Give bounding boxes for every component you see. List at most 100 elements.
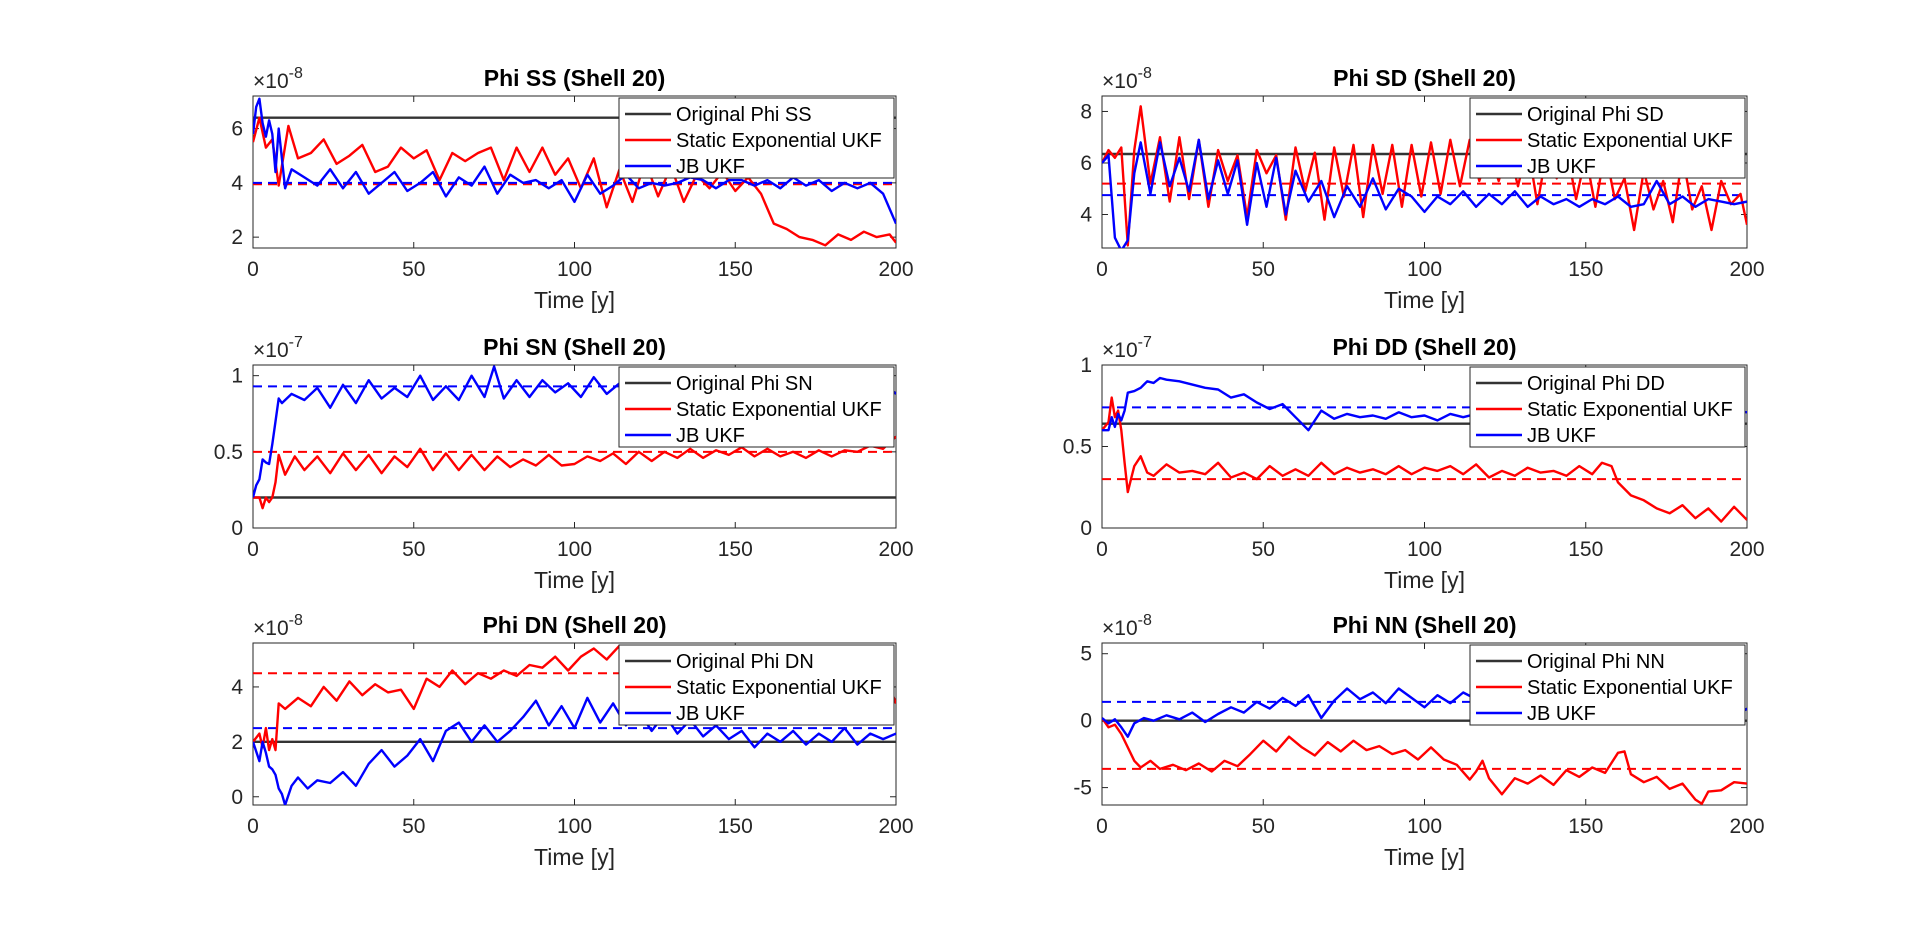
chart-title: Phi DN (Shell 20) (482, 612, 666, 638)
x-axis-label: Time [y] (1384, 567, 1465, 593)
chart-title: Phi SS (Shell 20) (484, 65, 666, 91)
x-tick-label: 200 (878, 538, 913, 561)
legend-entry-label: JB UKF (1527, 425, 1596, 447)
x-tick-label: 150 (718, 538, 753, 561)
y-tick-label: -5 (1073, 777, 1092, 800)
x-tick-label: 0 (1096, 815, 1108, 838)
x-axis-label: Time [y] (1384, 287, 1465, 313)
x-tick-label: 150 (718, 815, 753, 838)
y-tick-label: 4 (231, 676, 243, 699)
legend-entry-label: Static Exponential UKF (1527, 399, 1733, 421)
static-exponential-ukf-line (253, 116, 896, 247)
static-exponential-ukf-line (1102, 717, 1747, 805)
x-tick-label: 0 (1096, 258, 1108, 281)
legend-entry-label: Original Phi SN (676, 373, 813, 395)
y-exponent-label: ×10-7 (253, 334, 303, 362)
legend-box (1469, 366, 1746, 448)
legend: Original Phi SD Static Exponential UKF JB … (1469, 97, 1746, 179)
x-tick-label: 50 (402, 538, 425, 561)
x-axis-label: Time [y] (1384, 844, 1465, 870)
chart-panel-1: 0 50 100 150 200 2 4 6 ×10-8 Phi SS (Shell 20) Tim… (231, 65, 913, 313)
legend-box (618, 97, 895, 179)
legend-box (618, 366, 895, 448)
x-tick-label: 100 (1407, 538, 1442, 561)
chart-panel-6: 0 50 100 150 200-505×10-8 Phi NN (Shell 20)Ti… (1073, 612, 1764, 870)
y-tick-label: 5 (1080, 643, 1092, 666)
y-exponent-label: ×10-8 (1102, 612, 1152, 640)
jb-ukf-line (253, 97, 896, 225)
legend: Original Phi SS Static Exponential UKF JB … (618, 97, 895, 179)
x-tick-label: 100 (557, 538, 592, 561)
legend-entry-label: Static Exponential UKF (676, 399, 882, 421)
x-tick-label: 50 (1252, 258, 1275, 281)
x-tick-label: 50 (1252, 538, 1275, 561)
legend-entry-label: Original Phi NN (1527, 651, 1665, 673)
legend: Original Phi DD Static Exponential UKF JB … (1469, 366, 1746, 448)
y-tick-label: 0 (1080, 710, 1092, 733)
legend-box (1469, 644, 1746, 726)
y-exponent-label: ×10-8 (253, 612, 303, 640)
y-tick-label: 2 (231, 226, 243, 249)
y-exponent-label: ×10-7 (1102, 334, 1152, 362)
x-tick-label: 100 (557, 815, 592, 838)
legend-entry-label: JB UKF (676, 156, 745, 178)
chart-panel-3: 0 50 100 150 200 0 0.5 1 ×10-7 Phi SN (Shell 20) T… (214, 334, 914, 593)
x-tick-label: 150 (1568, 258, 1603, 281)
data-layer (253, 365, 896, 510)
y-exponent-label: ×10-8 (1102, 65, 1152, 93)
x-tick-label: 100 (1407, 258, 1442, 281)
x-tick-label: 150 (718, 258, 753, 281)
y-tick-label: 4 (1080, 204, 1092, 227)
jb-ukf-line (1102, 138, 1747, 248)
y-tick-label: 4 (231, 172, 243, 195)
legend-entry-label: JB UKF (1527, 703, 1596, 725)
y-exponent-label: ×10-8 (253, 65, 303, 93)
chart-title: Phi DD (Shell 20) (1332, 334, 1516, 360)
chart-title: Phi NN (Shell 20) (1332, 612, 1516, 638)
y-tick-label: 6 (1080, 152, 1092, 175)
legend-entry-label: JB UKF (1527, 156, 1596, 178)
chart-panel-5: 0 50 100 150 200 0 2 4 ×10-8 Phi DN (Shell 20) Tim… (231, 612, 913, 870)
legend-entry-label: JB UKF (676, 703, 745, 725)
y-tick-label: 6 (231, 118, 243, 141)
y-tick-label: 0 (231, 786, 243, 809)
x-tick-label: 50 (402, 258, 425, 281)
data-layer (253, 97, 896, 247)
legend-entry-label: Static Exponential UKF (1527, 130, 1733, 152)
x-tick-label: 50 (402, 815, 425, 838)
x-tick-label: 0 (247, 815, 259, 838)
x-tick-label: 50 (1252, 815, 1275, 838)
legend-entry-label: Static Exponential UKF (676, 130, 882, 152)
x-tick-label: 150 (1568, 538, 1603, 561)
chart-title: Phi SN (Shell 20) (483, 334, 666, 360)
x-axis-label: Time [y] (534, 287, 615, 313)
legend: Original Phi NN Static Exponential UKF JB … (1469, 644, 1746, 726)
x-tick-label: 0 (247, 538, 259, 561)
legend-box (618, 644, 895, 726)
legend-entry-label: Original Phi SD (1527, 104, 1664, 126)
legend-entry-label: JB UKF (676, 425, 745, 447)
y-tick-label: 1 (231, 365, 243, 388)
static-exponential-ukf-line (253, 435, 896, 510)
x-tick-label: 200 (878, 815, 913, 838)
x-axis-label: Time [y] (534, 567, 615, 593)
x-tick-label: 100 (1407, 815, 1442, 838)
y-tick-label: 0.5 (1063, 436, 1092, 459)
legend-entry-label: Static Exponential UKF (1527, 677, 1733, 699)
chart-panel-2: 0 50 100 150 200 4 6 8 ×10-8 Phi SD (Shell 20) Tim… (1080, 65, 1764, 313)
y-tick-label: 2 (231, 731, 243, 754)
legend-entry-label: Static Exponential UKF (676, 677, 882, 699)
x-tick-label: 200 (1729, 815, 1764, 838)
x-tick-label: 0 (247, 258, 259, 281)
y-tick-label: 0.5 (214, 441, 243, 464)
x-axis-label: Time [y] (534, 844, 615, 870)
legend: Original Phi DN Static Exponential UKF JB … (618, 644, 895, 726)
static-exponential-ukf-line (1102, 396, 1747, 523)
legend-entry-label: Original Phi DD (1527, 373, 1665, 395)
y-tick-label: 0 (1080, 517, 1092, 540)
chart-panel-4: 0 50 100 150 200 0 0.5 1 ×10-7 Phi DD (Shell 20) T… (1063, 334, 1765, 593)
jb-ukf-line (253, 696, 896, 805)
y-tick-label: 0 (231, 517, 243, 540)
x-tick-label: 150 (1568, 815, 1603, 838)
